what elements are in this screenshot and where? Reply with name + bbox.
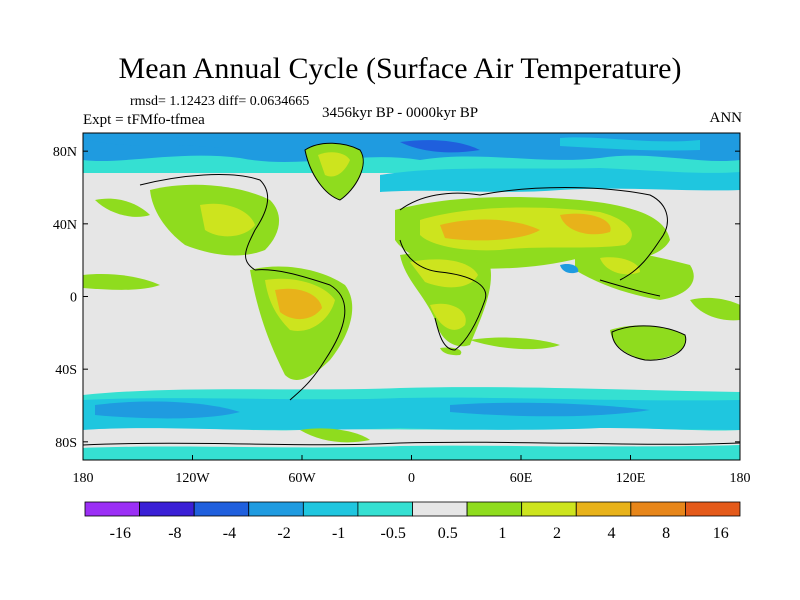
- period-label: 3456kyr BP - 0000kyr BP: [322, 105, 479, 121]
- lon-tick-label: 180: [730, 471, 751, 486]
- lon-tick-label: 60W: [288, 471, 316, 486]
- colorbar-label: -0.5: [381, 525, 406, 542]
- longitude-axis: 180 120W 60W 0 60E 120E 180: [73, 455, 751, 486]
- lat-tick-label: 80S: [55, 436, 77, 451]
- colorbar-swatch: [357, 501, 413, 517]
- colorbar-label: 1: [498, 525, 506, 542]
- colorbar-swatch: [302, 501, 359, 517]
- colorbar-swatch: [248, 501, 304, 517]
- colorbar-label: 16: [713, 525, 729, 542]
- colorbar-swatch: [466, 501, 523, 517]
- lon-tick-label: 120W: [175, 471, 210, 486]
- colorbar: -16 -8 -4 -2 -1 -0.5 0.5 1 2 4 8 16: [84, 501, 741, 542]
- colorbar-swatch: [139, 501, 195, 517]
- colorbar-label: -4: [223, 525, 236, 542]
- coastlines: [83, 142, 740, 446]
- lat-tick-label: 0: [70, 291, 77, 306]
- colorbar-label: 8: [662, 525, 670, 542]
- colorbar-swatch: [575, 501, 632, 517]
- colorbar-swatch: [84, 501, 140, 517]
- colorbar-swatch: [412, 501, 468, 517]
- lat-tick-label: 40S: [55, 363, 77, 378]
- colorbar-label: -1: [332, 525, 345, 542]
- colorbar-label: -16: [110, 525, 131, 542]
- colorbar-label: -2: [277, 525, 290, 542]
- latitude-axis: 80N 40N 0 40S 80S: [53, 145, 740, 451]
- temperature-field: [83, 133, 740, 460]
- lon-tick-label: 0: [408, 471, 415, 486]
- colorbar-label: -8: [168, 525, 181, 542]
- experiment-label: Expt = tFMfo-tfmea: [83, 112, 205, 128]
- season-label: ANN: [709, 110, 743, 126]
- colorbar-swatch: [521, 501, 577, 517]
- lon-tick-label: 60E: [510, 471, 533, 486]
- colorbar-label: 2: [553, 525, 561, 542]
- polar-core: [400, 140, 480, 153]
- lon-tick-label: 120E: [616, 471, 646, 486]
- lon-tick-label: 180: [73, 471, 94, 486]
- lat-tick-label: 80N: [53, 145, 77, 160]
- colorbar-swatch: [685, 501, 741, 517]
- colorbar-label: 0.5: [438, 525, 458, 542]
- rmsd-diff-stats: rmsd= 1.12423 diff= 0.0634665: [130, 94, 310, 109]
- map-title: Mean Annual Cycle (Surface Air Temperatu…: [118, 52, 682, 85]
- colorbar-swatch: [630, 501, 686, 517]
- lat-tick-label: 40N: [53, 218, 77, 233]
- colorbar-swatch: [193, 501, 250, 517]
- colorbar-label: 4: [608, 525, 616, 542]
